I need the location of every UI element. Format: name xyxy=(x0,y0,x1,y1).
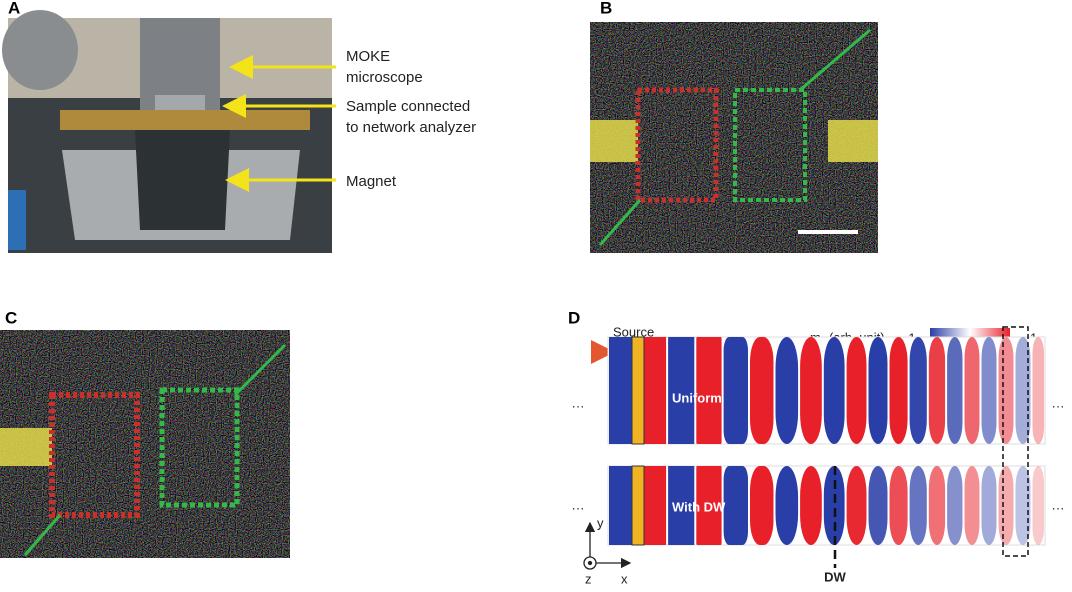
callout: Sample connected xyxy=(346,98,470,115)
wave-stripe xyxy=(998,337,1014,444)
wave-stripe xyxy=(928,337,946,444)
panel-label: B xyxy=(600,0,612,17)
callout: to network analyzer xyxy=(346,119,476,136)
ellipsis: ··· xyxy=(572,500,585,515)
wave-stripe xyxy=(750,466,774,545)
axis-label: x xyxy=(621,571,628,586)
panel-label: C xyxy=(5,308,17,327)
wave-stripe xyxy=(775,466,799,545)
wave-stripe xyxy=(998,466,1014,545)
wave-stripe xyxy=(800,466,822,545)
source-label: Source xyxy=(613,324,654,339)
wave-stripe xyxy=(800,337,822,444)
row-label: Uniform xyxy=(672,390,722,405)
ellipsis: ··· xyxy=(1052,398,1065,413)
moke-image xyxy=(0,330,290,558)
panel-label: A xyxy=(8,0,20,17)
wave-stripe xyxy=(981,466,997,545)
wave-stripe xyxy=(775,337,799,444)
wave-stripe xyxy=(928,466,946,545)
wave-stripe xyxy=(909,466,927,545)
wave-stripe xyxy=(1015,337,1031,444)
wave-stripe xyxy=(947,466,963,545)
wave-stripe xyxy=(823,337,845,444)
moke-image xyxy=(590,22,878,253)
wave-stripe xyxy=(909,337,927,444)
wave-stripe xyxy=(1032,337,1044,444)
wave-stripe xyxy=(723,466,748,545)
panel-label: D xyxy=(568,308,580,327)
axis-label: z xyxy=(585,571,592,586)
wave-stripe xyxy=(868,337,888,444)
wave-stripe xyxy=(964,337,980,444)
highlight-box xyxy=(1002,326,1029,557)
callout: Magnet xyxy=(346,173,397,190)
callout-arrows xyxy=(222,55,336,192)
row-label: With DW xyxy=(672,499,726,514)
wave-stripe xyxy=(846,466,867,545)
callout: microscope xyxy=(346,69,423,86)
wave-stripe xyxy=(696,466,722,545)
wave-stripe xyxy=(823,466,845,545)
callout: MOKE xyxy=(346,48,390,65)
wave-stripe xyxy=(889,337,908,444)
wave-stripe xyxy=(750,337,774,444)
wave-stripe xyxy=(868,466,888,545)
source-bar xyxy=(631,336,645,445)
dw-label: DW xyxy=(824,569,846,584)
wave-stripe xyxy=(1032,466,1044,545)
source-bar xyxy=(631,465,645,546)
wave-stripe xyxy=(981,337,997,444)
wave-stripe xyxy=(668,337,695,444)
wave-stripe xyxy=(947,337,963,444)
ellipsis: ··· xyxy=(572,398,585,413)
wave-stripe xyxy=(668,466,695,545)
wave-stripe xyxy=(696,337,722,444)
wave-stripe xyxy=(964,466,980,545)
wave-stripe xyxy=(846,337,867,444)
axes-icon xyxy=(583,521,632,570)
ellipsis: ··· xyxy=(1052,500,1065,515)
wave-stripe xyxy=(1015,466,1031,545)
axis-label: y xyxy=(597,515,604,530)
wave-stripe xyxy=(889,466,908,545)
photo-setup xyxy=(2,10,332,253)
wave-stripe xyxy=(723,337,748,444)
strips xyxy=(607,336,1046,546)
